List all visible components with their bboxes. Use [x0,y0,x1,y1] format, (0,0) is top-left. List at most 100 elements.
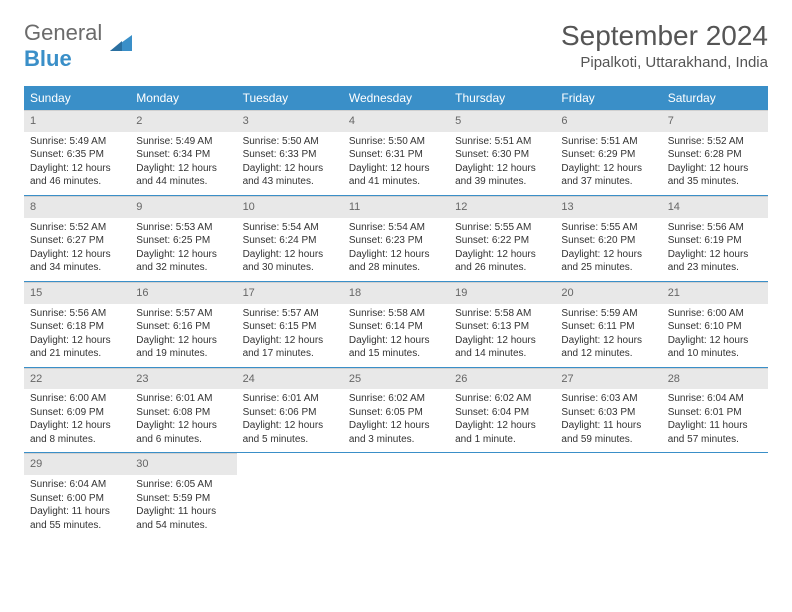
sunset-text: Sunset: 6:16 PM [136,320,230,334]
day-number: 29 [24,453,130,475]
day-data: Sunrise: 6:03 AMSunset: 6:03 PMDaylight:… [555,389,661,452]
sunrise-text: Sunrise: 5:49 AM [136,135,230,149]
daylight-text: Daylight: 12 hours and 35 minutes. [668,162,762,189]
title-block: September 2024 Pipalkoti, Uttarakhand, I… [561,20,768,71]
logo-text: General Blue [24,20,102,72]
sunrise-text: Sunrise: 6:00 AM [30,392,124,406]
sunrise-text: Sunrise: 6:03 AM [561,392,655,406]
day-number: 23 [130,368,236,390]
day-cell: 21Sunrise: 6:00 AMSunset: 6:10 PMDayligh… [662,281,768,367]
day-data: Sunrise: 5:51 AMSunset: 6:29 PMDaylight:… [555,132,661,195]
day-number: 1 [24,110,130,132]
weekday-header: Thursday [449,86,555,110]
day-cell: 27Sunrise: 6:03 AMSunset: 6:03 PMDayligh… [555,367,661,453]
day-number: 12 [449,196,555,218]
day-data: Sunrise: 5:57 AMSunset: 6:16 PMDaylight:… [130,304,236,367]
weekday-header: Tuesday [237,86,343,110]
sunrise-text: Sunrise: 5:51 AM [561,135,655,149]
daylight-text: Daylight: 11 hours and 59 minutes. [561,419,655,446]
day-data: Sunrise: 6:01 AMSunset: 6:06 PMDaylight:… [237,389,343,452]
day-number: 7 [662,110,768,132]
weekday-header: Friday [555,86,661,110]
daylight-text: Daylight: 12 hours and 15 minutes. [349,334,443,361]
sunrise-text: Sunrise: 5:49 AM [30,135,124,149]
day-data: Sunrise: 5:50 AMSunset: 6:33 PMDaylight:… [237,132,343,195]
day-data: Sunrise: 5:57 AMSunset: 6:15 PMDaylight:… [237,304,343,367]
sunset-text: Sunset: 6:30 PM [455,148,549,162]
day-number: 5 [449,110,555,132]
logo: General Blue [24,20,134,72]
day-cell: 9Sunrise: 5:53 AMSunset: 6:25 PMDaylight… [130,195,236,281]
daylight-text: Daylight: 12 hours and 3 minutes. [349,419,443,446]
empty-cell [555,453,661,538]
day-number: 21 [662,282,768,304]
day-data: Sunrise: 6:01 AMSunset: 6:08 PMDaylight:… [130,389,236,452]
calendar-body: 1Sunrise: 5:49 AMSunset: 6:35 PMDaylight… [24,110,768,538]
sunset-text: Sunset: 6:09 PM [30,406,124,420]
day-cell: 5Sunrise: 5:51 AMSunset: 6:30 PMDaylight… [449,110,555,195]
sunset-text: Sunset: 6:24 PM [243,234,337,248]
sunset-text: Sunset: 6:31 PM [349,148,443,162]
location-text: Pipalkoti, Uttarakhand, India [561,54,768,71]
weekday-header: Wednesday [343,86,449,110]
daylight-text: Daylight: 12 hours and 28 minutes. [349,248,443,275]
day-cell: 7Sunrise: 5:52 AMSunset: 6:28 PMDaylight… [662,110,768,195]
day-data: Sunrise: 6:00 AMSunset: 6:09 PMDaylight:… [24,389,130,452]
calendar-head: SundayMondayTuesdayWednesdayThursdayFrid… [24,86,768,110]
day-number: 17 [237,282,343,304]
day-data: Sunrise: 5:56 AMSunset: 6:19 PMDaylight:… [662,218,768,281]
day-cell: 12Sunrise: 5:55 AMSunset: 6:22 PMDayligh… [449,195,555,281]
day-data: Sunrise: 6:05 AMSunset: 5:59 PMDaylight:… [130,475,236,538]
daylight-text: Daylight: 12 hours and 44 minutes. [136,162,230,189]
day-cell: 14Sunrise: 5:56 AMSunset: 6:19 PMDayligh… [662,195,768,281]
day-number: 6 [555,110,661,132]
day-number: 24 [237,368,343,390]
sunset-text: Sunset: 6:18 PM [30,320,124,334]
daylight-text: Daylight: 12 hours and 10 minutes. [668,334,762,361]
sunrise-text: Sunrise: 5:54 AM [243,221,337,235]
sunrise-text: Sunrise: 5:59 AM [561,307,655,321]
day-number: 26 [449,368,555,390]
sunrise-text: Sunrise: 5:51 AM [455,135,549,149]
day-data: Sunrise: 5:56 AMSunset: 6:18 PMDaylight:… [24,304,130,367]
day-cell: 11Sunrise: 5:54 AMSunset: 6:23 PMDayligh… [343,195,449,281]
day-cell: 17Sunrise: 5:57 AMSunset: 6:15 PMDayligh… [237,281,343,367]
empty-cell [237,453,343,538]
day-number: 22 [24,368,130,390]
day-number: 3 [237,110,343,132]
sunset-text: Sunset: 6:05 PM [349,406,443,420]
daylight-text: Daylight: 12 hours and 25 minutes. [561,248,655,275]
day-cell: 29Sunrise: 6:04 AMSunset: 6:00 PMDayligh… [24,453,130,538]
day-number: 15 [24,282,130,304]
day-number: 14 [662,196,768,218]
day-cell: 18Sunrise: 5:58 AMSunset: 6:14 PMDayligh… [343,281,449,367]
day-cell: 28Sunrise: 6:04 AMSunset: 6:01 PMDayligh… [662,367,768,453]
day-cell: 19Sunrise: 5:58 AMSunset: 6:13 PMDayligh… [449,281,555,367]
day-data: Sunrise: 5:58 AMSunset: 6:13 PMDaylight:… [449,304,555,367]
sunset-text: Sunset: 6:19 PM [668,234,762,248]
day-cell: 22Sunrise: 6:00 AMSunset: 6:09 PMDayligh… [24,367,130,453]
sunrise-text: Sunrise: 5:55 AM [455,221,549,235]
sunset-text: Sunset: 6:35 PM [30,148,124,162]
day-data: Sunrise: 6:04 AMSunset: 6:00 PMDaylight:… [24,475,130,538]
day-data: Sunrise: 5:53 AMSunset: 6:25 PMDaylight:… [130,218,236,281]
daylight-text: Daylight: 12 hours and 17 minutes. [243,334,337,361]
sunset-text: Sunset: 6:11 PM [561,320,655,334]
sunset-text: Sunset: 6:20 PM [561,234,655,248]
daylight-text: Daylight: 11 hours and 54 minutes. [136,505,230,532]
sunrise-text: Sunrise: 6:04 AM [30,478,124,492]
day-cell: 3Sunrise: 5:50 AMSunset: 6:33 PMDaylight… [237,110,343,195]
day-number: 4 [343,110,449,132]
sunset-text: Sunset: 6:14 PM [349,320,443,334]
sunrise-text: Sunrise: 6:00 AM [668,307,762,321]
daylight-text: Daylight: 12 hours and 26 minutes. [455,248,549,275]
sunrise-text: Sunrise: 5:50 AM [243,135,337,149]
sunrise-text: Sunrise: 6:05 AM [136,478,230,492]
day-number: 2 [130,110,236,132]
daylight-text: Daylight: 12 hours and 30 minutes. [243,248,337,275]
day-cell: 10Sunrise: 5:54 AMSunset: 6:24 PMDayligh… [237,195,343,281]
sunset-text: Sunset: 6:29 PM [561,148,655,162]
daylight-text: Daylight: 12 hours and 1 minute. [455,419,549,446]
header: General Blue September 2024 Pipalkoti, U… [24,20,768,72]
day-number: 27 [555,368,661,390]
